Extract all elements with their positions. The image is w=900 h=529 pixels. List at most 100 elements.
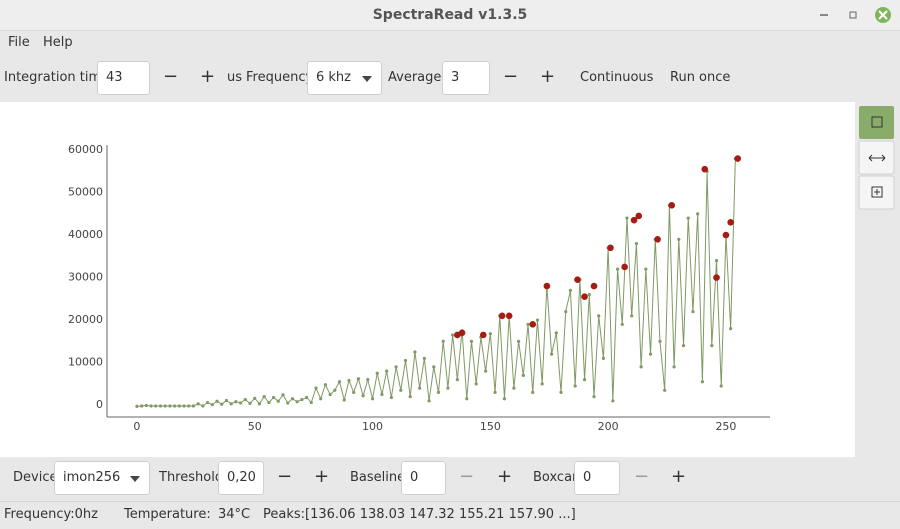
data-point: [686, 216, 690, 220]
data-point: [521, 373, 525, 377]
averages-input[interactable]: 3: [442, 61, 490, 95]
data-point: [177, 404, 181, 408]
data-point: [385, 369, 389, 373]
peak-marker: [713, 274, 720, 281]
run-once-button[interactable]: Run once: [670, 70, 731, 85]
data-point: [611, 399, 615, 403]
data-point: [262, 395, 266, 399]
peak-marker: [722, 231, 730, 239]
label: Frequency:: [246, 70, 317, 85]
peak-marker: [621, 263, 628, 271]
data-point: [582, 378, 587, 382]
peak-marker: [505, 312, 513, 320]
data-point: [700, 380, 704, 384]
data-point: [206, 400, 210, 405]
data-point: [173, 404, 177, 408]
data-point: [215, 399, 219, 403]
data-point: [290, 397, 295, 401]
plus-button[interactable]: +: [497, 466, 513, 487]
integration-input[interactable]: 43: [97, 61, 150, 95]
peak-marker: [734, 155, 742, 162]
data-point: [714, 259, 719, 263]
data-point: [257, 402, 262, 406]
status-temperature: 34°C: [218, 507, 251, 522]
data-point: [465, 397, 469, 401]
threshold-input[interactable]: 0,20: [218, 461, 264, 495]
baseline-input[interactable]: 0: [401, 461, 446, 495]
data-point: [729, 327, 733, 331]
data-point: [403, 358, 408, 363]
data-point: [601, 356, 606, 360]
data-point: [201, 404, 205, 408]
side-buttons[interactable]: [855, 102, 900, 222]
data-point: [135, 404, 139, 408]
data-point: [154, 404, 158, 408]
data-point: [342, 398, 346, 402]
peak-marker: [529, 321, 537, 328]
minus-button[interactable]: −: [634, 466, 650, 487]
data-point: [243, 397, 247, 402]
data-point: [455, 378, 459, 382]
label: Device:: [13, 470, 62, 485]
tool-button[interactable]: [859, 106, 894, 139]
minus-button[interactable]: −: [277, 466, 293, 487]
data-point: [436, 390, 441, 394]
x-tick-label: 0: [133, 420, 140, 433]
data-point: [564, 310, 568, 314]
label: Boxcar:: [533, 470, 582, 485]
data-point: [314, 386, 318, 390]
menu-item[interactable]: File: [8, 35, 30, 50]
data-point: [413, 350, 417, 354]
data-point: [309, 400, 313, 405]
data-point: [677, 237, 681, 241]
minus-button[interactable]: −: [459, 466, 475, 487]
data-point: [573, 384, 577, 388]
x-tick-label: 100: [362, 420, 383, 433]
label: Averages:: [388, 70, 453, 85]
select-value: imon256: [63, 470, 121, 485]
data-point: [691, 310, 695, 314]
peak-marker: [458, 329, 466, 337]
data-point: [592, 395, 596, 399]
label: Threshold:: [159, 470, 228, 485]
data-point: [337, 380, 342, 384]
device-select[interactable]: imon256: [54, 461, 150, 495]
boxcar-input[interactable]: 0: [574, 461, 620, 495]
data-point: [375, 371, 379, 375]
plus-button[interactable]: +: [200, 66, 216, 87]
data-point: [432, 365, 436, 369]
x-tick-label: 200: [598, 420, 619, 433]
title-bar: SpectraRead v1.3.5: [0, 0, 900, 31]
data-point: [634, 242, 639, 246]
minus-button[interactable]: −: [163, 66, 179, 87]
status-peaks: Peaks:[136.06 138.03 147.32 155.21 157.9…: [263, 507, 576, 522]
data-point: [399, 388, 403, 392]
data-point: [549, 352, 554, 356]
data-point: [469, 339, 474, 343]
data-point: [488, 332, 492, 336]
data-point: [267, 400, 271, 405]
data-point: [408, 395, 412, 399]
window-buttons[interactable]: [810, 4, 895, 26]
data-point: [271, 395, 276, 400]
data-point: [295, 400, 299, 404]
chart: 0 10000 20000 30000 40000 50000 60000 0 50 100 150…: [0, 102, 855, 457]
plus-button[interactable]: +: [540, 66, 556, 87]
y-tick-label: 30000: [68, 271, 103, 284]
peak-marker: [543, 282, 551, 290]
data-point: [238, 401, 243, 405]
status-frequency: Frequency:0hz: [4, 507, 98, 522]
minus-button[interactable]: −: [503, 66, 519, 87]
data-point: [182, 404, 186, 408]
data-point: [144, 403, 148, 408]
plus-button[interactable]: +: [671, 466, 687, 487]
data-point: [441, 339, 445, 343]
plus-button[interactable]: +: [314, 466, 330, 487]
menu-item[interactable]: Help: [43, 35, 73, 50]
data-point: [663, 388, 667, 392]
data-point: [710, 344, 714, 348]
data-point: [149, 404, 153, 408]
restore[interactable]: [849, 11, 857, 19]
frequency-select[interactable]: 6 khz: [307, 61, 382, 95]
continuous-button[interactable]: Continuous: [580, 70, 654, 85]
